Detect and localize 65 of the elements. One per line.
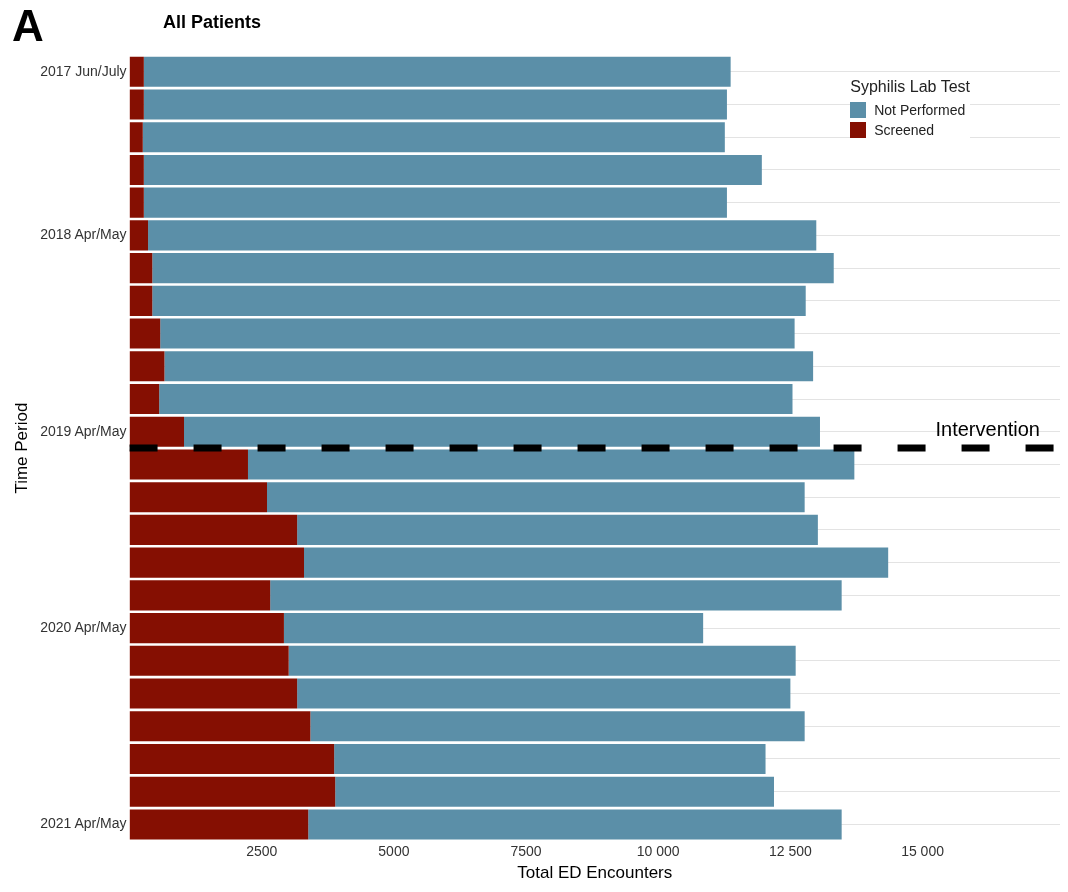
bar (142, 122, 725, 153)
bar (310, 711, 805, 742)
bar (129, 580, 271, 611)
bar (129, 613, 284, 644)
y-axis-title: Time Period (11, 402, 31, 494)
bar (129, 416, 185, 447)
bar (129, 187, 144, 218)
bar (143, 154, 762, 185)
bar (160, 318, 795, 349)
bar (129, 89, 144, 120)
y-tick-label: 2018 Apr/May (40, 226, 127, 243)
bar (283, 613, 704, 644)
bar (164, 351, 814, 382)
x-tick-label: 15 000 (901, 843, 945, 860)
bar (148, 220, 817, 251)
bar (129, 711, 311, 742)
legend-title: Syphilis Lab Test (850, 78, 970, 96)
legend-label: Screened (874, 121, 935, 140)
x-tick-label: 12 500 (768, 843, 812, 860)
bar (152, 285, 806, 316)
bar (129, 383, 160, 415)
bar (143, 56, 731, 87)
bar (129, 253, 153, 284)
bar (334, 743, 766, 775)
bar (129, 318, 161, 349)
y-tick-label: 2019 Apr/May (40, 422, 127, 439)
bar (129, 678, 298, 709)
bar (129, 154, 144, 185)
bar (129, 449, 248, 480)
bar (129, 285, 153, 316)
bar (129, 351, 165, 382)
bar (297, 678, 791, 709)
bar (129, 743, 335, 775)
bar (129, 514, 298, 545)
text: A (12, 1, 44, 50)
bar (159, 383, 793, 415)
legend-label: Not Performed (874, 101, 966, 120)
bar (129, 547, 305, 578)
bar (129, 809, 309, 840)
bar (143, 89, 727, 120)
bar (304, 547, 889, 578)
bar (270, 580, 842, 611)
bar (129, 122, 143, 153)
bar (129, 776, 336, 807)
bar (129, 645, 289, 676)
bar (129, 482, 268, 513)
bar (288, 645, 796, 676)
bar (129, 56, 144, 87)
x-tick-label: 7500 (510, 843, 542, 860)
x-tick-label: 2500 (246, 843, 278, 860)
x-tick-label: 10 000 (636, 843, 680, 860)
bar (308, 809, 842, 840)
bar (129, 220, 149, 251)
x-tick-label: 5000 (378, 843, 410, 860)
chart-title: All Patients (163, 12, 262, 33)
x-axis-title: Total ED Encounters (517, 863, 673, 883)
y-tick-label: 2021 Apr/May (40, 815, 127, 832)
y-tick-label: 2020 Apr/May (40, 618, 127, 635)
bar (267, 482, 805, 513)
y-tick-label: 2017 Jun/July (40, 62, 127, 79)
bar (143, 187, 727, 218)
bar (335, 776, 774, 807)
bar (297, 514, 818, 545)
bar (152, 253, 834, 284)
ref-line-label: Intervention (935, 417, 1040, 440)
